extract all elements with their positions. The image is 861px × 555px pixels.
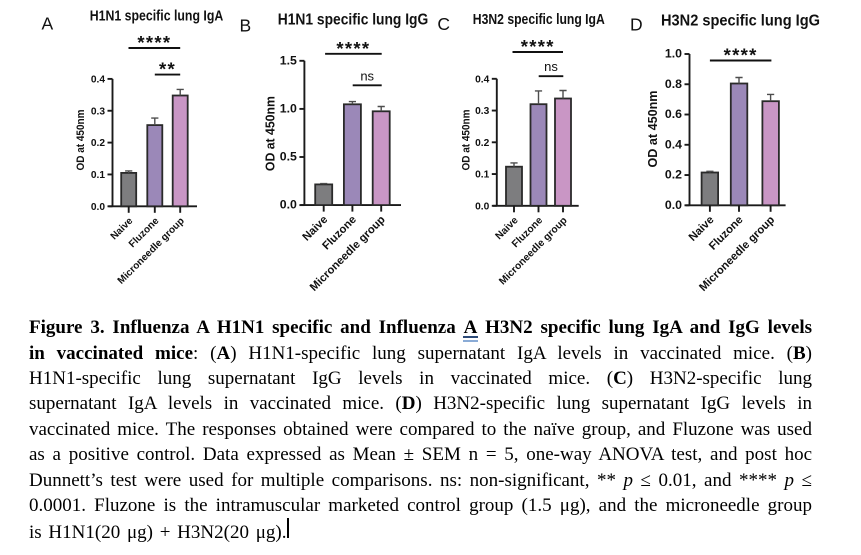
svg-text:0.2: 0.2 [665, 168, 682, 182]
svg-text:OD at 450nm: OD at 450nm [645, 91, 660, 168]
svg-text:OD at 450nm: OD at 450nm [461, 109, 473, 170]
svg-text:0.1: 0.1 [475, 170, 489, 181]
svg-text:ns: ns [360, 68, 374, 83]
svg-text:0.0: 0.0 [665, 198, 682, 212]
svg-text:C: C [437, 14, 450, 34]
svg-text:OD at 450nm: OD at 450nm [75, 109, 87, 170]
svg-text:H3N2 specific lung IgG: H3N2 specific lung IgG [661, 13, 820, 30]
svg-text:0.8: 0.8 [665, 77, 682, 91]
svg-text:0.0: 0.0 [280, 198, 297, 212]
svg-text:1.5: 1.5 [280, 53, 297, 67]
svg-text:ns: ns [544, 59, 558, 74]
svg-text:OD at 450nm: OD at 450nm [263, 96, 278, 171]
svg-text:0.5: 0.5 [280, 150, 297, 164]
svg-text:0.2: 0.2 [475, 138, 489, 149]
svg-text:0.4: 0.4 [665, 137, 682, 151]
svg-text:0.2: 0.2 [91, 138, 105, 149]
svg-text:0.6: 0.6 [665, 107, 682, 121]
svg-text:0.1: 0.1 [91, 170, 105, 181]
svg-text:0.3: 0.3 [475, 106, 489, 117]
svg-text:1.0: 1.0 [665, 47, 682, 61]
svg-text:B: B [240, 15, 252, 35]
svg-text:0.0: 0.0 [475, 201, 489, 212]
svg-text:1.0: 1.0 [280, 102, 297, 116]
svg-text:0.4: 0.4 [91, 75, 105, 86]
svg-text:****: **** [724, 45, 758, 66]
svg-text:H1N1 specific lung IgA: H1N1 specific lung IgA [90, 9, 224, 25]
svg-text:D: D [630, 15, 643, 35]
svg-text:****: **** [521, 36, 555, 57]
svg-text:0.0: 0.0 [91, 202, 105, 213]
svg-text:H3N2 specific lung IgA: H3N2 specific lung IgA [473, 12, 605, 28]
svg-text:**: ** [159, 59, 176, 80]
svg-text:0.4: 0.4 [475, 74, 489, 85]
svg-text:A: A [42, 13, 54, 33]
svg-text:H1N1 specific lung IgG: H1N1 specific lung IgG [278, 12, 429, 29]
svg-text:0.3: 0.3 [91, 106, 105, 117]
svg-text:****: **** [336, 38, 370, 59]
svg-text:****: **** [137, 32, 171, 53]
